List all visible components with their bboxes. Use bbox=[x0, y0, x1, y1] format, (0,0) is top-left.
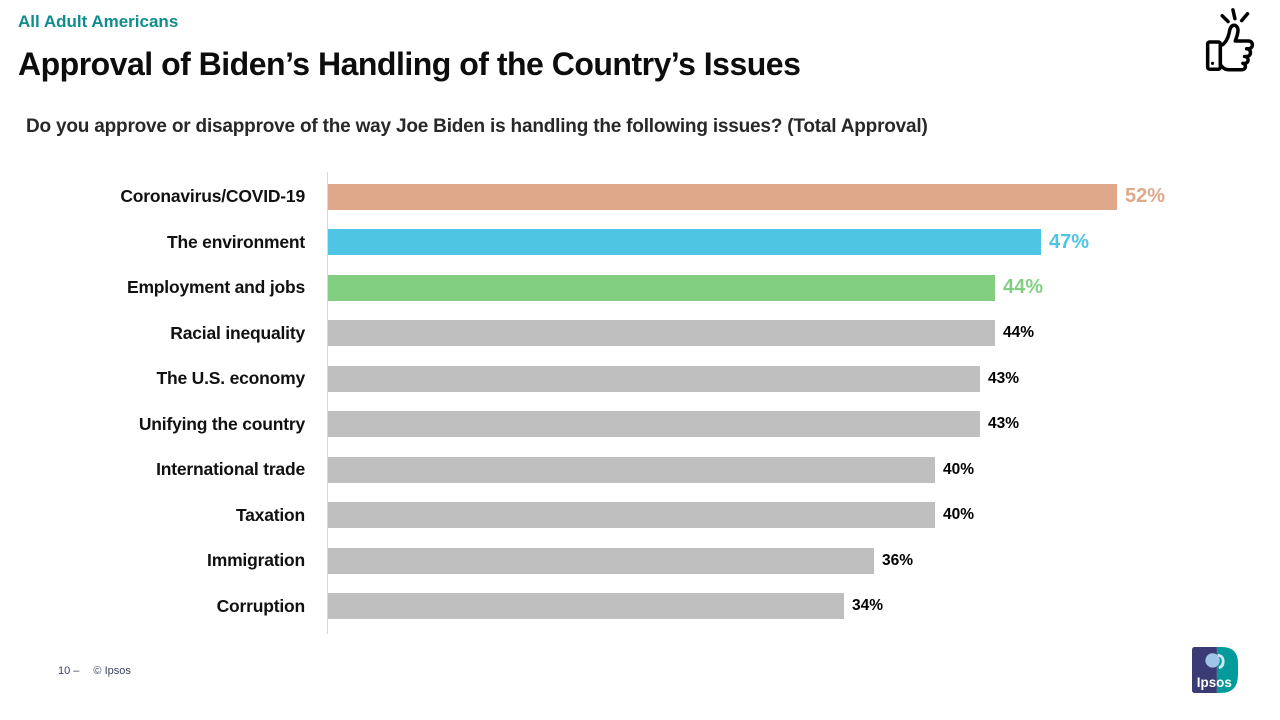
survey-question: Do you approve or disapprove of the way … bbox=[26, 116, 928, 137]
category-label: Corruption bbox=[216, 595, 306, 616]
value-label: 52% bbox=[1125, 185, 1166, 208]
category-label: Coronavirus/COVID-19 bbox=[120, 186, 305, 207]
category-label: Unifying the country bbox=[138, 413, 305, 434]
chart-row: Corruption 34% bbox=[0, 584, 1250, 630]
bar bbox=[328, 320, 995, 347]
bar bbox=[328, 502, 935, 529]
value-label: 44% bbox=[1003, 276, 1044, 299]
category-label: Racial inequality bbox=[170, 322, 305, 343]
value-label: 47% bbox=[1049, 230, 1090, 253]
category-label: Immigration bbox=[207, 550, 305, 571]
chart-row: Employment and jobs 44% bbox=[0, 265, 1250, 311]
bar bbox=[328, 593, 844, 620]
chart-row: Coronavirus/COVID-19 52% bbox=[0, 174, 1250, 220]
value-label: 43% bbox=[988, 415, 1020, 433]
value-label: 40% bbox=[943, 460, 975, 478]
value-label: 36% bbox=[882, 551, 914, 569]
chart-row: Taxation 40% bbox=[0, 493, 1250, 539]
chart-row: Racial inequality 44% bbox=[0, 311, 1250, 357]
bar bbox=[328, 411, 980, 438]
value-label: 40% bbox=[943, 506, 975, 524]
bar bbox=[328, 183, 1117, 210]
page-title: Approval of Biden’s Handling of the Coun… bbox=[18, 46, 801, 82]
chart-row: Unifying the country 43% bbox=[0, 402, 1250, 448]
footer: 10 – © Ipsos bbox=[58, 665, 131, 677]
category-label: Employment and jobs bbox=[126, 277, 305, 298]
bar bbox=[328, 547, 874, 574]
bar-rows: Coronavirus/COVID-19 52% The environment… bbox=[0, 174, 1250, 629]
category-label: The U.S. economy bbox=[156, 368, 306, 389]
chart-row: The environment 47% bbox=[0, 220, 1250, 266]
chart-row: The U.S. economy 43% bbox=[0, 356, 1250, 402]
axis-line bbox=[327, 172, 328, 634]
population-label: All Adult Americans bbox=[18, 12, 179, 31]
logo-face-shape bbox=[1205, 653, 1220, 668]
copyright: © Ipsos bbox=[93, 665, 131, 677]
chart-row: International trade 40% bbox=[0, 447, 1250, 493]
chart-row: Immigration 36% bbox=[0, 538, 1250, 584]
bar bbox=[328, 229, 1041, 256]
bar bbox=[328, 274, 995, 301]
ipsos-logo-text: Ipsos bbox=[1197, 675, 1232, 690]
bar bbox=[328, 365, 980, 392]
value-label: 44% bbox=[1003, 324, 1035, 342]
value-label: 34% bbox=[852, 597, 884, 615]
bar-chart: Coronavirus/COVID-19 52% The environment… bbox=[0, 172, 1250, 634]
category-label: International trade bbox=[156, 459, 305, 480]
page-number: 10 – bbox=[58, 665, 80, 677]
ipsos-logo: Ipsos bbox=[1192, 646, 1238, 694]
thumbs-up-icon bbox=[1196, 6, 1266, 76]
bar bbox=[328, 456, 935, 483]
value-label: 43% bbox=[988, 369, 1020, 387]
category-label: Taxation bbox=[235, 504, 305, 525]
category-label: The environment bbox=[167, 231, 305, 252]
